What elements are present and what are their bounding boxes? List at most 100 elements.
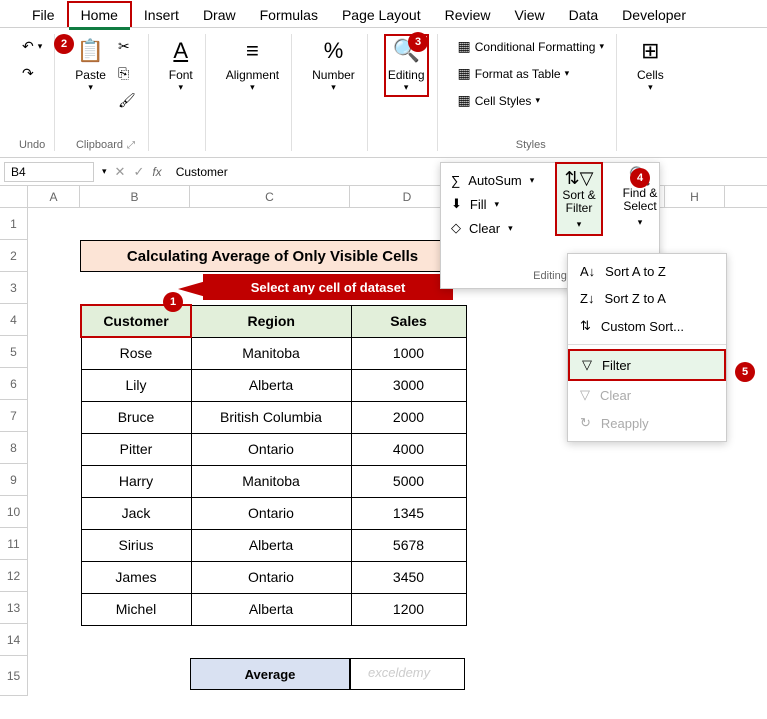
tab-view[interactable]: View bbox=[503, 3, 557, 27]
step-marker-3: 3 bbox=[408, 32, 428, 52]
step-marker-1: 1 bbox=[163, 292, 183, 312]
col-header-c[interactable]: C bbox=[190, 186, 350, 207]
ribbon: ↶▾ ↷ Undo 📋 Paste ▾ ✂ ⎘ 🖌 Clipboard⤢ A F… bbox=[0, 28, 767, 158]
table-row[interactable]: JackOntario1345 bbox=[81, 497, 466, 529]
tab-draw[interactable]: Draw bbox=[191, 3, 248, 27]
sigma-icon: ∑ bbox=[451, 173, 460, 188]
row-header[interactable]: 12 bbox=[0, 560, 28, 592]
name-box[interactable] bbox=[4, 162, 94, 182]
copy-button[interactable]: ⎘ bbox=[114, 61, 140, 86]
row-header[interactable]: 6 bbox=[0, 368, 28, 400]
select-all-cell[interactable] bbox=[0, 186, 28, 207]
col-header-a[interactable]: A bbox=[28, 186, 80, 207]
ribbon-group-cells: ⊞ Cells ▾ bbox=[625, 34, 676, 151]
col-header-h[interactable]: H bbox=[665, 186, 725, 207]
clear-filter-icon: ▽ bbox=[580, 387, 590, 403]
row-header[interactable]: 7 bbox=[0, 400, 28, 432]
launcher-icon[interactable]: ⤢ bbox=[127, 140, 135, 151]
alignment-button[interactable]: ≡ Alignment ▾ bbox=[222, 34, 283, 97]
tab-developer[interactable]: Developer bbox=[610, 3, 698, 27]
row-header[interactable]: 3 bbox=[0, 272, 28, 304]
sort-filter-button[interactable]: ⇅▽ Sort & Filter▾ bbox=[555, 162, 603, 236]
undo-button[interactable]: ↶▾ bbox=[18, 34, 46, 59]
step-marker-5: 5 bbox=[735, 362, 755, 382]
col-header-b[interactable]: B bbox=[80, 186, 190, 207]
data-table: Customer Region Sales RoseManitoba1000 L… bbox=[80, 304, 467, 626]
table-row[interactable]: HarryManitoba5000 bbox=[81, 465, 466, 497]
table-icon: ▦ bbox=[458, 65, 471, 82]
sort-za-icon: Z↓ bbox=[580, 291, 594, 306]
eraser-icon: ◇ bbox=[451, 220, 461, 236]
merged-title-cell[interactable]: Calculating Average of Only Visible Cell… bbox=[80, 240, 465, 272]
font-label: Font bbox=[169, 68, 193, 82]
table-row[interactable]: SiriusAlberta5678 bbox=[81, 529, 466, 561]
tab-insert[interactable]: Insert bbox=[132, 3, 191, 27]
tab-review[interactable]: Review bbox=[433, 3, 503, 27]
cells-button[interactable]: ⊞ Cells ▾ bbox=[633, 34, 668, 97]
ribbon-group-editing: 🔍 Editing ▾ bbox=[376, 34, 438, 151]
ribbon-group-clipboard: 📋 Paste ▾ ✂ ⎘ 🖌 Clipboard⤢ bbox=[63, 34, 148, 151]
conditional-formatting-button[interactable]: ▦Conditional Formatting ▾ bbox=[454, 34, 609, 59]
row-header[interactable]: 4 bbox=[0, 304, 28, 336]
row-header[interactable]: 15 bbox=[0, 656, 28, 696]
row-header[interactable]: 2 bbox=[0, 240, 28, 272]
row-header[interactable]: 13 bbox=[0, 592, 28, 624]
styles-label: Styles bbox=[516, 139, 546, 151]
row-header[interactable]: 14 bbox=[0, 624, 28, 656]
alignment-icon: ≡ bbox=[246, 38, 259, 64]
sort-za-item[interactable]: Z↓Sort Z to A bbox=[568, 285, 726, 312]
ribbon-group-number: % Number ▾ bbox=[300, 34, 368, 151]
fx-icon[interactable]: fx bbox=[152, 165, 161, 179]
paste-button[interactable]: 📋 Paste ▾ bbox=[71, 34, 110, 97]
row-header[interactable]: 11 bbox=[0, 528, 28, 560]
tab-file[interactable]: File bbox=[20, 3, 67, 27]
cancel-icon[interactable]: ✕ bbox=[115, 164, 126, 180]
reapply-item[interactable]: ↻Reapply bbox=[568, 409, 726, 437]
watermark: exceldemy bbox=[368, 665, 430, 680]
enter-icon[interactable]: ✓ bbox=[133, 164, 144, 180]
row-headers: 1 2 3 4 5 6 7 8 9 10 11 12 13 14 15 bbox=[0, 208, 28, 696]
table-row[interactable]: JamesOntario3450 bbox=[81, 561, 466, 593]
format-painter-button[interactable]: 🖌 bbox=[114, 88, 140, 113]
row-header[interactable]: 1 bbox=[0, 208, 28, 240]
header-sales[interactable]: Sales bbox=[351, 305, 466, 337]
row-header[interactable]: 10 bbox=[0, 496, 28, 528]
tab-formulas[interactable]: Formulas bbox=[248, 3, 330, 27]
cell-styles-button[interactable]: ▦Cell Styles ▾ bbox=[454, 88, 609, 113]
row-header[interactable]: 5 bbox=[0, 336, 28, 368]
alignment-label: Alignment bbox=[226, 68, 279, 82]
percent-icon: % bbox=[324, 38, 344, 64]
ribbon-group-font: A Font ▾ bbox=[157, 34, 206, 151]
table-row[interactable]: MichelAlberta1200 bbox=[81, 593, 466, 625]
tab-home[interactable]: Home bbox=[67, 1, 132, 27]
filter-item[interactable]: ▽Filter bbox=[568, 349, 726, 381]
tab-data[interactable]: Data bbox=[557, 3, 611, 27]
paste-icon: 📋 bbox=[77, 38, 104, 64]
average-label-cell[interactable]: Average bbox=[190, 658, 350, 690]
row-header[interactable]: 9 bbox=[0, 464, 28, 496]
sort-az-item[interactable]: A↓Sort A to Z bbox=[568, 258, 726, 285]
namebox-dropdown-icon[interactable]: ▾ bbox=[102, 166, 107, 177]
cond-fmt-icon: ▦ bbox=[458, 38, 471, 55]
table-row[interactable]: BruceBritish Columbia2000 bbox=[81, 401, 466, 433]
custom-sort-item[interactable]: ⇅Custom Sort... bbox=[568, 312, 726, 340]
clear-filter-item[interactable]: ▽Clear bbox=[568, 381, 726, 409]
format-as-table-button[interactable]: ▦Format as Table ▾ bbox=[454, 61, 609, 86]
row-header[interactable]: 8 bbox=[0, 432, 28, 464]
table-row[interactable]: LilyAlberta3000 bbox=[81, 369, 466, 401]
redo-button[interactable]: ↷ bbox=[18, 61, 46, 86]
copy-icon: ⎘ bbox=[118, 65, 129, 82]
sort-az-icon: A↓ bbox=[580, 264, 595, 279]
undo-icon: ↶ bbox=[22, 38, 34, 55]
cells-icon: ⊞ bbox=[641, 38, 659, 64]
number-button[interactable]: % Number ▾ bbox=[308, 34, 359, 97]
header-region[interactable]: Region bbox=[191, 305, 351, 337]
tab-page-layout[interactable]: Page Layout bbox=[330, 3, 433, 27]
cut-button[interactable]: ✂ bbox=[114, 34, 140, 59]
cells-label: Cells bbox=[637, 68, 664, 82]
cut-icon: ✂ bbox=[118, 38, 130, 55]
table-row[interactable]: RoseManitoba1000 bbox=[81, 337, 466, 369]
font-button[interactable]: A Font ▾ bbox=[165, 34, 197, 97]
ribbon-group-undo: ↶▾ ↷ Undo bbox=[10, 34, 55, 151]
table-row[interactable]: PitterOntario4000 bbox=[81, 433, 466, 465]
